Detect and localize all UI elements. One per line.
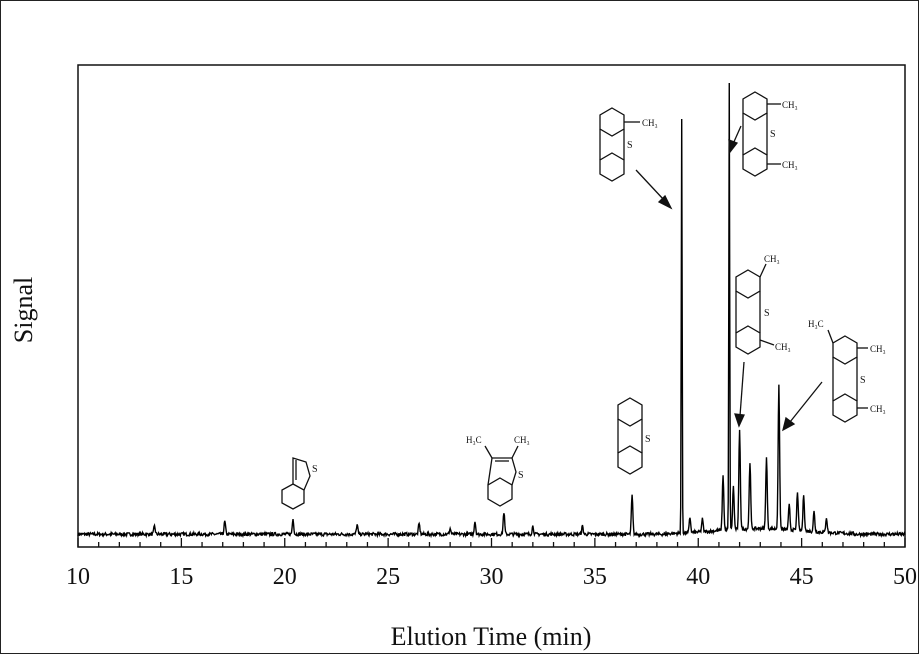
signal-trace [77, 82, 906, 539]
tm-ch3-top-label: CH₃ [870, 344, 886, 354]
x-axis-tick-labels: 10 15 20 25 30 35 40 45 50 [66, 564, 917, 590]
x-tick-label: 30 [480, 564, 504, 590]
dm46-ch3-bottom-label: CH₃ [782, 160, 798, 170]
x-axis-title: Elution Time (min) [391, 622, 592, 651]
dimethyl-h3c-label: H₃C [466, 435, 482, 445]
dimethyl-s-label: S [518, 470, 524, 481]
x-axis-ticks [77, 538, 906, 547]
tm-h3c-label: H₃C [808, 319, 824, 329]
x-tick-label: 20 [273, 564, 297, 590]
dimethyldibenzothiophene-36-structure: CH₃ S CH₃ [734, 254, 791, 428]
x-tick-label: 10 [66, 564, 90, 590]
dibenzothiophene-structure: S [617, 397, 651, 475]
methyldibenzothiophene-structure: CH₃ S [599, 107, 673, 210]
x-tick-label: 45 [790, 564, 814, 590]
x-tick-label: 40 [686, 564, 710, 590]
trimethyldibenzothiophene-structure: H₃C CH₃ S CH₃ [782, 319, 886, 432]
benzothiophene-s-label: S [312, 464, 318, 475]
x-tick-label: 15 [169, 564, 193, 590]
x-tick-label: 25 [376, 564, 400, 590]
tm-ch3-bottom-label: CH₃ [870, 404, 886, 414]
dm46-ch3-top-label: CH₃ [782, 100, 798, 110]
dm46-s-label: S [770, 129, 776, 140]
tm-s-label: S [860, 375, 866, 386]
methyl-s-label: S [627, 140, 633, 151]
y-axis-title: Signal [9, 277, 38, 343]
x-tick-label: 35 [583, 564, 607, 590]
dm36-ch3-top-label: CH₃ [764, 254, 780, 264]
dimethyldibenzothiophene-46-structure: CH₃ S CH₃ [728, 91, 798, 177]
plot-area-border [77, 64, 906, 548]
dimethyl-ch3-label: CH₃ [514, 435, 530, 445]
dm36-s-label: S [764, 308, 770, 319]
structure-annotations: S H₃C CH₃ S S CH₃ [281, 91, 886, 510]
methyl-ch3-label: CH₃ [642, 118, 658, 128]
dimethylbenzothiophene-structure: H₃C CH₃ S [466, 435, 530, 507]
dm36-ch3-bottom-label: CH₃ [775, 342, 791, 352]
benzothiophene-structure: S [281, 457, 318, 510]
x-tick-label: 50 [893, 564, 917, 590]
dibenzothiophene-s-label: S [645, 434, 651, 445]
